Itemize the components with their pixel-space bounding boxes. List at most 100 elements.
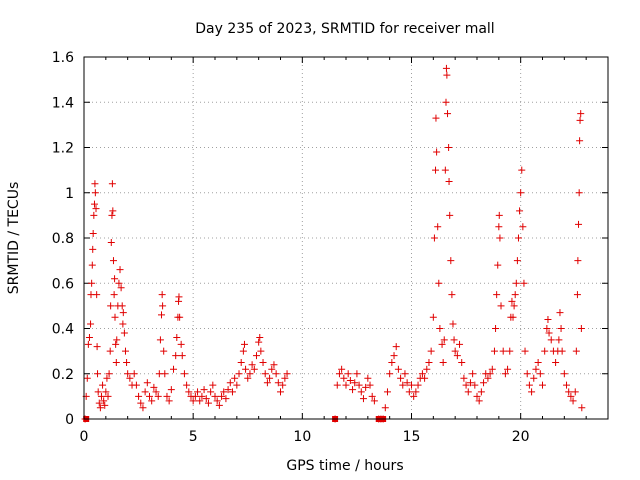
data-point bbox=[333, 381, 341, 389]
data-point bbox=[183, 381, 191, 389]
data-point bbox=[451, 347, 459, 355]
data-point bbox=[511, 291, 519, 299]
data-point bbox=[215, 401, 223, 409]
x-tick-label: 20 bbox=[512, 429, 530, 445]
data-point bbox=[263, 379, 271, 387]
data-point bbox=[513, 257, 521, 265]
data-point bbox=[355, 381, 363, 389]
data-point bbox=[516, 207, 524, 215]
y-tick-label: 0 bbox=[65, 412, 74, 428]
data-point bbox=[466, 379, 474, 387]
data-point bbox=[340, 374, 348, 382]
data-point bbox=[101, 401, 109, 409]
data-point bbox=[109, 257, 117, 265]
data-point bbox=[342, 381, 350, 389]
data-point bbox=[211, 392, 219, 400]
data-point bbox=[248, 361, 256, 369]
y-tick-label: 1.4 bbox=[52, 95, 74, 111]
data-point bbox=[435, 279, 443, 287]
data-point bbox=[159, 302, 167, 310]
data-point bbox=[536, 370, 544, 378]
data-point bbox=[441, 166, 449, 174]
data-point bbox=[109, 207, 117, 215]
data-point bbox=[381, 404, 389, 412]
data-point bbox=[108, 180, 116, 188]
data-point bbox=[442, 64, 450, 72]
data-point bbox=[432, 166, 440, 174]
data-point bbox=[460, 374, 468, 382]
data-point bbox=[444, 110, 452, 118]
data-point bbox=[464, 388, 472, 396]
data-point bbox=[259, 358, 267, 366]
data-point bbox=[508, 297, 516, 305]
data-point bbox=[224, 386, 232, 394]
data-point bbox=[576, 116, 584, 124]
data-point bbox=[440, 336, 448, 344]
data-point bbox=[88, 279, 96, 287]
data-point bbox=[480, 379, 488, 387]
data-point bbox=[100, 397, 108, 405]
data-point bbox=[473, 392, 481, 400]
data-point bbox=[492, 325, 500, 332]
data-point bbox=[448, 291, 456, 299]
data-point bbox=[119, 309, 127, 317]
data-point bbox=[204, 399, 212, 407]
data-point bbox=[113, 336, 121, 344]
data-point bbox=[255, 338, 263, 346]
data-point bbox=[545, 329, 553, 337]
data-point bbox=[405, 388, 413, 396]
data-point bbox=[102, 388, 110, 396]
data-point bbox=[575, 220, 583, 228]
data-point bbox=[565, 388, 573, 396]
data-point bbox=[532, 365, 540, 373]
data-point bbox=[261, 370, 269, 378]
data-point bbox=[462, 381, 470, 389]
data-point bbox=[571, 388, 579, 396]
data-point bbox=[135, 392, 143, 400]
data-point bbox=[137, 399, 145, 407]
data-point bbox=[196, 397, 204, 405]
data-point bbox=[111, 275, 119, 283]
data-point bbox=[99, 381, 107, 389]
data-point bbox=[141, 388, 149, 396]
data-point bbox=[477, 388, 485, 396]
data-point bbox=[523, 370, 531, 378]
data-point bbox=[106, 347, 114, 355]
data-point bbox=[176, 313, 184, 321]
data-point bbox=[517, 189, 525, 197]
data-point bbox=[518, 166, 526, 174]
data-point bbox=[105, 370, 113, 378]
data-point bbox=[450, 336, 458, 344]
data-point bbox=[501, 370, 509, 378]
data-point bbox=[90, 200, 98, 208]
data-point bbox=[119, 320, 127, 328]
data-point bbox=[514, 234, 522, 242]
data-point bbox=[112, 340, 120, 348]
data-point bbox=[390, 352, 398, 360]
y-tick-label: 0.4 bbox=[52, 322, 74, 338]
data-point bbox=[107, 302, 115, 310]
data-point bbox=[442, 98, 450, 106]
data-point bbox=[111, 313, 119, 321]
data-point bbox=[272, 370, 280, 378]
data-point bbox=[556, 309, 564, 317]
data-point bbox=[185, 388, 193, 396]
data-point bbox=[97, 392, 105, 400]
data-point bbox=[161, 370, 169, 378]
data-point bbox=[220, 388, 228, 396]
data-point bbox=[270, 361, 278, 369]
y-tick-label: 1 bbox=[65, 186, 74, 202]
data-point bbox=[92, 205, 100, 213]
data-point bbox=[218, 392, 226, 400]
data-point bbox=[577, 110, 585, 118]
data-point bbox=[94, 370, 102, 378]
data-point bbox=[96, 404, 104, 412]
data-point bbox=[150, 383, 158, 391]
data-point bbox=[368, 392, 376, 400]
data-point bbox=[353, 370, 361, 378]
data-point bbox=[453, 352, 461, 360]
data-point bbox=[574, 257, 582, 265]
data-point bbox=[543, 325, 551, 332]
data-point bbox=[423, 365, 431, 373]
x-tick-label: 15 bbox=[403, 429, 421, 445]
